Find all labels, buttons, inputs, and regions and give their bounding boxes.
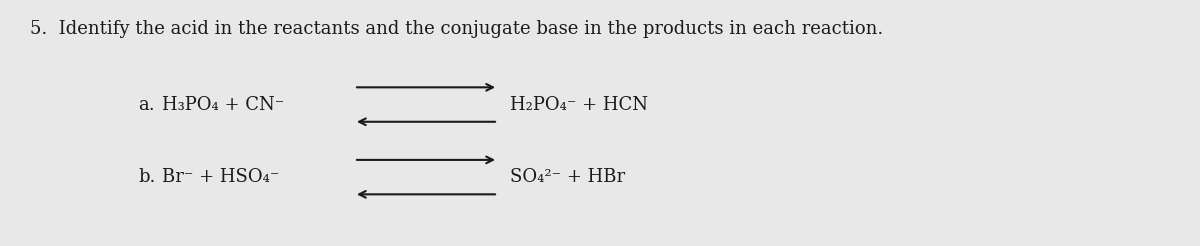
- Text: SO₄²⁻ + HBr: SO₄²⁻ + HBr: [510, 168, 625, 186]
- Text: H₂PO₄⁻ + HCN: H₂PO₄⁻ + HCN: [510, 95, 648, 114]
- Text: H₃PO₄ + CN⁻: H₃PO₄ + CN⁻: [162, 95, 284, 114]
- Text: a.: a.: [138, 95, 155, 114]
- Text: b.: b.: [138, 168, 155, 186]
- Text: 5.  Identify the acid in the reactants and the conjugate base in the products in: 5. Identify the acid in the reactants an…: [30, 20, 883, 38]
- Text: Br⁻ + HSO₄⁻: Br⁻ + HSO₄⁻: [162, 168, 280, 186]
